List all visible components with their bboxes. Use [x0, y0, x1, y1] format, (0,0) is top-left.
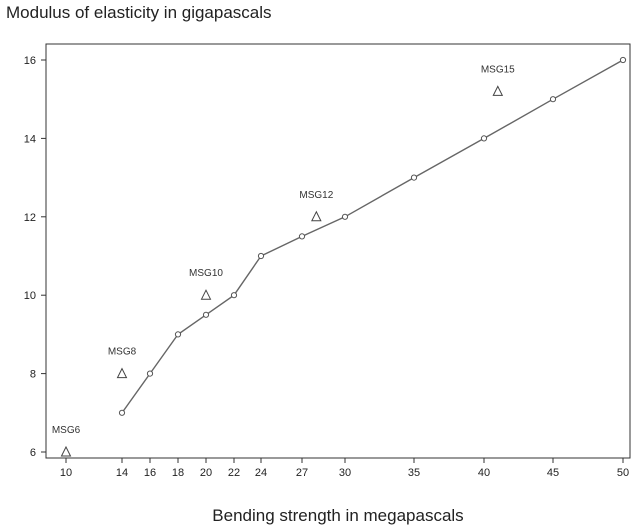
series-line [121, 59, 624, 414]
series-points [60, 56, 627, 457]
x-tick-label: 22 [228, 467, 240, 479]
data-point-circle [298, 233, 306, 240]
data-point-circle [257, 252, 265, 260]
y-tick-label: 12 [24, 212, 36, 224]
data-point-triangle [200, 289, 212, 300]
y-tick-label: 8 [30, 369, 36, 381]
x-tick-label: 50 [617, 467, 629, 479]
data-point-circle [341, 213, 349, 220]
data-point-circle [202, 311, 210, 318]
y-axis: 6 8 10 12 14 16 [24, 55, 46, 459]
data-point-circle [174, 331, 182, 338]
x-axis: 10 14 16 18 20 22 24 27 30 35 40 45 50 [60, 458, 629, 479]
data-point-circle [619, 56, 627, 64]
data-point-triangle [311, 210, 322, 222]
data-point-triangle [116, 367, 128, 379]
plot-frame [45, 43, 631, 459]
point-annotation: MSG6 [52, 425, 81, 436]
y-tick-label: 14 [24, 133, 36, 145]
data-point-circle [549, 96, 557, 103]
data-point-circle [480, 135, 488, 142]
x-tick-label: 30 [339, 467, 351, 479]
y-tick-label: 16 [24, 55, 36, 67]
x-tick-label: 27 [296, 467, 308, 479]
plot-border [45, 43, 631, 459]
point-annotation: MSG12 [299, 190, 333, 201]
data-point-triangle [60, 445, 72, 457]
x-tick-label: 35 [408, 467, 420, 479]
y-tick-label: 10 [24, 290, 36, 302]
series-lines [121, 59, 624, 414]
x-tick-label: 10 [60, 467, 72, 479]
data-point-triangle [492, 85, 504, 96]
data-point-circle [230, 292, 238, 299]
data-point-circle [118, 409, 126, 416]
x-tick-label: 14 [116, 467, 128, 479]
x-tick-label: 40 [478, 467, 490, 479]
point-annotation: MSG8 [108, 347, 137, 358]
data-point-circle [146, 370, 154, 377]
point-annotation: MSG15 [481, 64, 515, 75]
x-tick-label: 16 [144, 467, 156, 479]
x-tick-label: 20 [200, 467, 212, 479]
x-tick-label: 18 [172, 467, 184, 479]
chart-title: Modulus of elasticity in gigapascals [6, 3, 272, 22]
y-tick-label: 6 [30, 447, 36, 459]
x-axis-title: Bending strength in megapascals [212, 506, 463, 525]
x-tick-label: 45 [547, 467, 559, 479]
x-tick-label: 24 [255, 467, 267, 479]
data-point-circle [410, 174, 418, 181]
point-labels: MSG6 MSG8 MSG10 MSG12 MSG15 [52, 64, 515, 436]
point-annotation: MSG10 [189, 268, 223, 279]
